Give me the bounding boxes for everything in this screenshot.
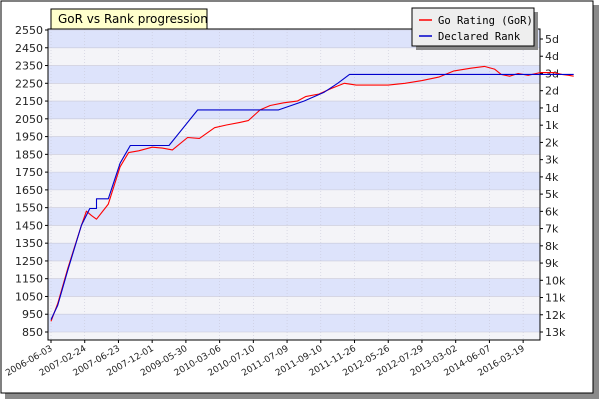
y2-tick-label: 6k	[545, 205, 559, 218]
y2-tick-label: 4d	[545, 50, 559, 63]
y2-tick-label: 3k	[545, 154, 559, 167]
legend-gor-label: Go Rating (GoR)	[438, 15, 533, 27]
y2-tick-label: 1d	[545, 102, 559, 115]
y2-tick-label: 7k	[545, 223, 559, 236]
y-tick-label: 1050	[15, 290, 43, 303]
y-tick-label: 1750	[15, 166, 43, 179]
y2-tick-label: 5k	[545, 188, 559, 201]
plot-band	[48, 136, 540, 155]
y-tick-label: 850	[22, 326, 43, 339]
y-tick-label: 1550	[15, 202, 43, 215]
y2-tick-label: 1k	[545, 119, 559, 132]
y-tick-label: 1850	[15, 148, 43, 161]
y-tick-label: 1950	[15, 131, 43, 144]
y-tick-label: 1650	[15, 184, 43, 197]
y2-tick-label: 5d	[545, 33, 559, 46]
chart-title: GoR vs Rank progression	[58, 12, 208, 26]
y2-tick-label: 4k	[545, 171, 559, 184]
y-tick-label: 1450	[15, 219, 43, 232]
legend-rank-label: Declared Rank	[438, 31, 521, 43]
y-tick-label: 2250	[15, 77, 43, 90]
y-tick-label: 2150	[15, 95, 43, 108]
y2-tick-label: 8k	[545, 240, 559, 253]
plot-band	[48, 207, 540, 226]
y-tick-label: 2450	[15, 42, 43, 55]
y-tick-label: 1350	[15, 237, 43, 250]
plot-band	[48, 172, 540, 190]
y2-tick-label: 2k	[545, 136, 559, 149]
y-axis-ticks: 850 950 1050 1150 1250 1350 1450 1550 1650 1750 18…	[15, 24, 48, 339]
legend-box	[411, 7, 535, 47]
y-tick-label: 950	[22, 308, 43, 321]
declared-rank-series-line	[50, 73, 574, 320]
y-tick-label: 1150	[15, 273, 43, 286]
y2-tick-label: 10k	[545, 274, 566, 287]
plot-bands	[48, 29, 540, 340]
y-tick-label: 2050	[15, 113, 43, 126]
y2-tick-label: 2d	[545, 85, 559, 98]
gor-series-line	[50, 65, 574, 322]
y2-tick-label: 12k	[545, 309, 566, 322]
series-lines	[50, 65, 574, 322]
plot-band	[48, 65, 540, 84]
y2-tick-label: 11k	[545, 292, 566, 305]
y2-tick-label: 13k	[545, 326, 566, 339]
chart-title-box	[50, 8, 208, 30]
plot-band	[48, 101, 540, 119]
plot-band	[48, 278, 540, 297]
plot-band	[48, 243, 540, 261]
plot-band	[48, 314, 540, 332]
plot-border	[47, 28, 541, 341]
y-tick-label: 1250	[15, 255, 43, 268]
y2-tick-label: 9k	[545, 257, 559, 270]
y-tick-label: 2550	[15, 24, 43, 37]
y-tick-label: 2350	[15, 60, 43, 73]
